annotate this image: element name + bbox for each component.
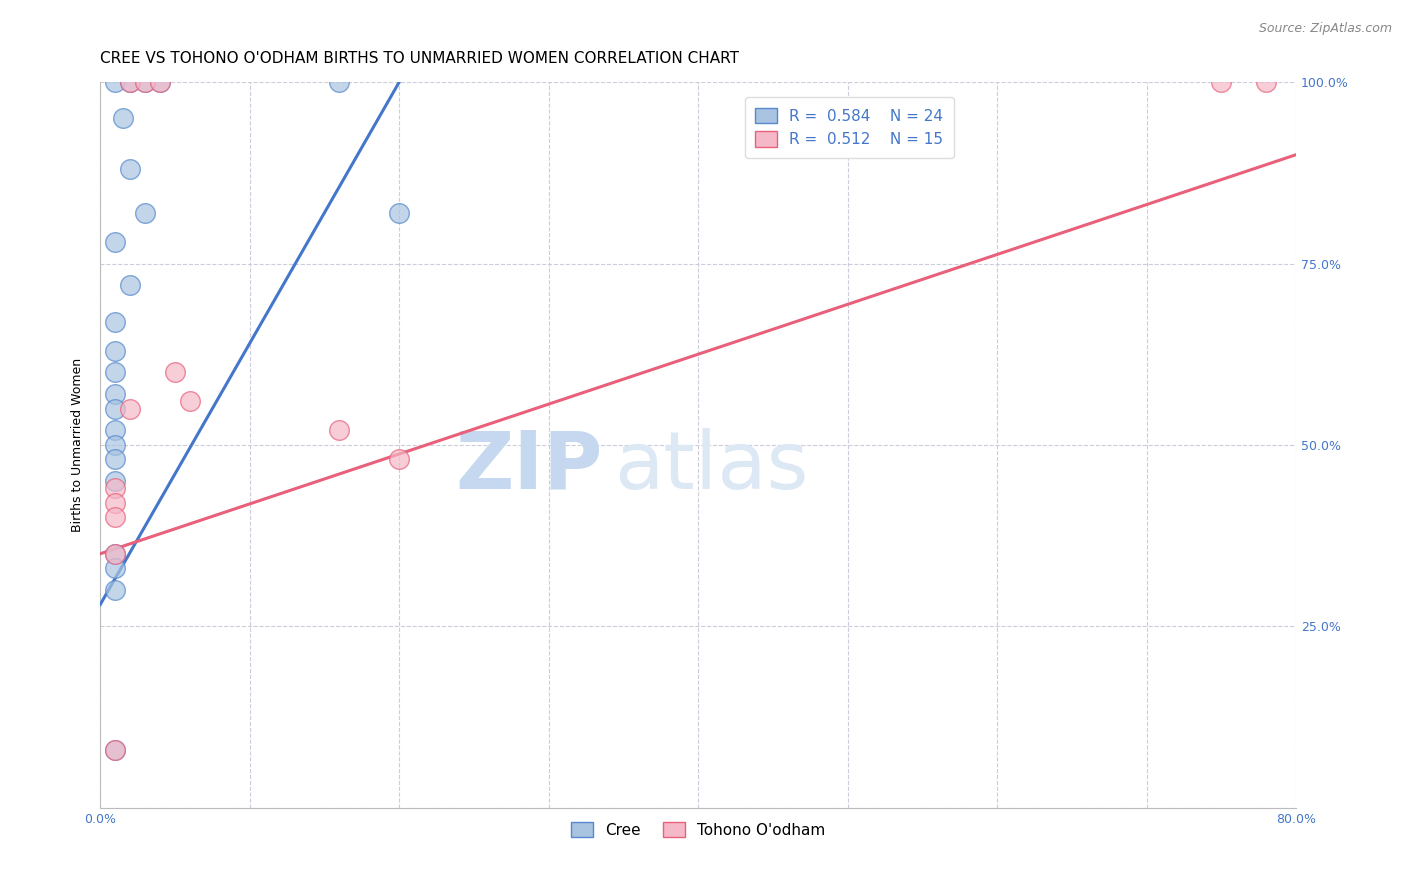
Text: atlas: atlas — [614, 427, 808, 506]
Y-axis label: Births to Unmarried Women: Births to Unmarried Women — [72, 358, 84, 532]
Text: ZIP: ZIP — [456, 427, 603, 506]
Point — [328, 424, 350, 438]
Point — [104, 547, 127, 561]
Point — [120, 162, 142, 177]
Point — [134, 75, 156, 89]
Point — [120, 75, 142, 89]
Point — [104, 424, 127, 438]
Point — [120, 401, 142, 416]
Point — [388, 452, 411, 467]
Point — [134, 75, 156, 89]
Point — [104, 482, 127, 496]
Point — [104, 452, 127, 467]
Point — [120, 278, 142, 293]
Point — [104, 235, 127, 249]
Text: Source: ZipAtlas.com: Source: ZipAtlas.com — [1258, 22, 1392, 36]
Point — [111, 112, 134, 126]
Point — [163, 365, 186, 379]
Point — [104, 315, 127, 329]
Point — [134, 205, 156, 219]
Point — [149, 75, 172, 89]
Point — [104, 583, 127, 598]
Point — [388, 205, 411, 219]
Point — [1256, 75, 1278, 89]
Point — [1211, 75, 1233, 89]
Point — [104, 75, 127, 89]
Point — [179, 394, 201, 409]
Point — [104, 742, 127, 756]
Point — [104, 387, 127, 401]
Point — [104, 547, 127, 561]
Legend: Cree, Tohono O'odham: Cree, Tohono O'odham — [565, 815, 831, 844]
Point — [104, 438, 127, 452]
Point — [120, 75, 142, 89]
Point — [328, 75, 350, 89]
Point — [104, 496, 127, 510]
Point — [149, 75, 172, 89]
Point — [104, 510, 127, 524]
Text: CREE VS TOHONO O'ODHAM BIRTHS TO UNMARRIED WOMEN CORRELATION CHART: CREE VS TOHONO O'ODHAM BIRTHS TO UNMARRI… — [100, 51, 740, 66]
Point — [104, 365, 127, 379]
Point — [104, 474, 127, 488]
Point — [104, 401, 127, 416]
Point — [104, 343, 127, 358]
Point — [104, 742, 127, 756]
Point — [104, 561, 127, 575]
